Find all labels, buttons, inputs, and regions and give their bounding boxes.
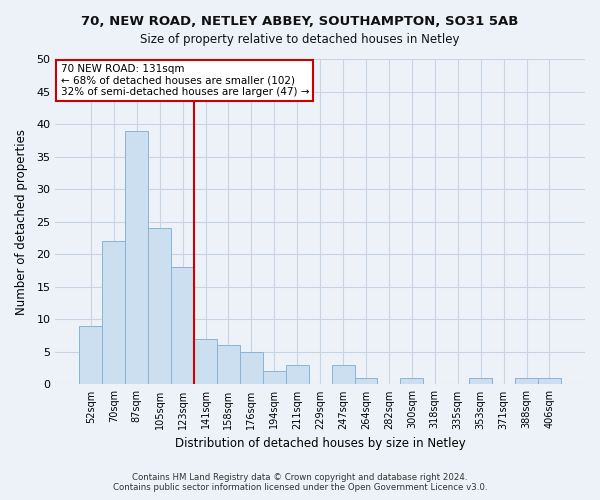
- Bar: [400, 378, 424, 384]
- Bar: [125, 130, 148, 384]
- X-axis label: Distribution of detached houses by size in Netley: Distribution of detached houses by size …: [175, 437, 466, 450]
- Bar: [469, 378, 492, 384]
- Bar: [194, 339, 217, 384]
- Bar: [148, 228, 171, 384]
- Bar: [355, 378, 377, 384]
- Bar: [538, 378, 561, 384]
- Text: 70 NEW ROAD: 131sqm
← 68% of detached houses are smaller (102)
32% of semi-detac: 70 NEW ROAD: 131sqm ← 68% of detached ho…: [61, 64, 309, 97]
- Y-axis label: Number of detached properties: Number of detached properties: [15, 128, 28, 314]
- Text: Contains HM Land Registry data © Crown copyright and database right 2024.
Contai: Contains HM Land Registry data © Crown c…: [113, 473, 487, 492]
- Bar: [263, 372, 286, 384]
- Bar: [103, 241, 125, 384]
- Bar: [79, 326, 103, 384]
- Bar: [171, 268, 194, 384]
- Text: Size of property relative to detached houses in Netley: Size of property relative to detached ho…: [140, 32, 460, 46]
- Bar: [515, 378, 538, 384]
- Bar: [286, 365, 308, 384]
- Bar: [332, 365, 355, 384]
- Text: 70, NEW ROAD, NETLEY ABBEY, SOUTHAMPTON, SO31 5AB: 70, NEW ROAD, NETLEY ABBEY, SOUTHAMPTON,…: [82, 15, 518, 28]
- Bar: [240, 352, 263, 384]
- Bar: [217, 346, 240, 385]
